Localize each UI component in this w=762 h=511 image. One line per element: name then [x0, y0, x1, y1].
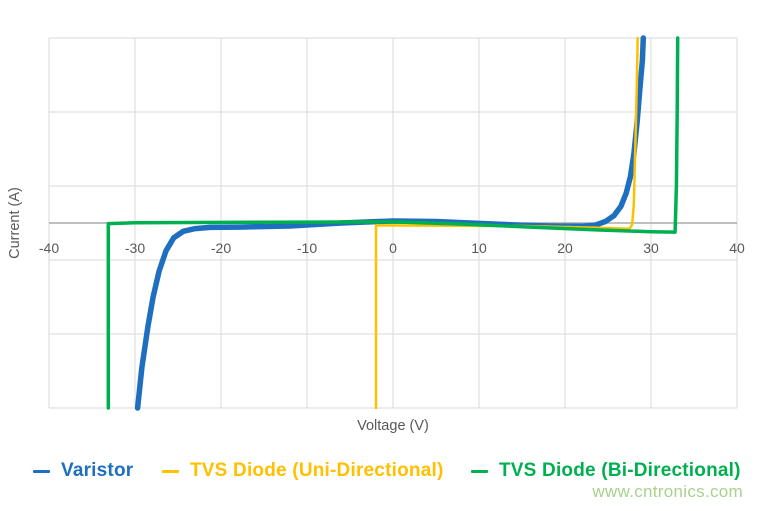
x-tick-label: -40 [39, 240, 59, 256]
curve-tvs-diode-bi-directional [106, 36, 680, 410]
legend-label-varistor: Varistor [61, 460, 134, 481]
curve-layer [106, 35, 680, 411]
legend-label-tvs-uni: TVS Diode (Uni-Directional) [190, 460, 444, 481]
varistor-line-swatch-icon [33, 469, 50, 473]
curve-tvs-diode-uni-directional [374, 36, 639, 410]
x-tick-label: 20 [557, 240, 573, 256]
x-tick-labels: -40 -30 -20 -10 0 10 20 30 40 [39, 240, 745, 256]
x-tick-label: -20 [211, 240, 231, 256]
x-tick-label: -10 [297, 240, 317, 256]
legend-item-tvs-bi: TVS Diode (Bi-Directional) [471, 458, 741, 484]
chart-canvas: -40 -30 -20 -10 0 10 20 30 40 Voltage (V) Curren… [7, 35, 745, 434]
x-axis-title: Voltage (V) [357, 418, 429, 434]
legend-label-tvs-bi: TVS Diode (Bi-Directional) [499, 460, 741, 481]
x-tick-label: 0 [389, 240, 397, 256]
x-tick-label: 10 [471, 240, 487, 256]
legend-item-varistor: Varistor [33, 458, 133, 484]
tvs-bi-line-swatch-icon [471, 469, 488, 473]
tvs-uni-line-swatch-icon [162, 469, 179, 473]
chart-legend: Varistor TVS Diode (Uni-Directional) TVS… [0, 458, 762, 488]
legend-item-tvs-uni: TVS Diode (Uni-Directional) [162, 458, 443, 484]
x-tick-label: 30 [643, 240, 659, 256]
watermark: www.cntronics.com [592, 482, 743, 501]
x-tick-label: -30 [125, 240, 145, 256]
y-axis-title: Current (A) [7, 187, 23, 259]
x-tick-label: 40 [729, 240, 745, 256]
